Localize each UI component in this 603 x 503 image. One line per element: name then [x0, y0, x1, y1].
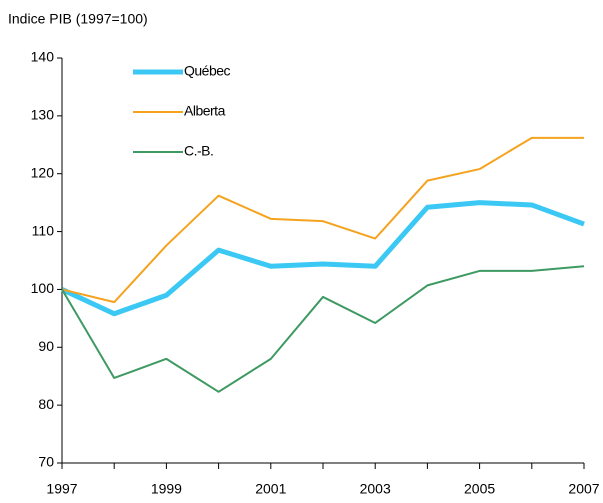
series-line	[61, 136, 584, 304]
y-tick-label: 90	[38, 338, 54, 354]
x-tick-label: 2005	[464, 481, 495, 497]
x-tick-label: 1997	[46, 481, 77, 497]
series-line	[60, 200, 585, 317]
series-line	[61, 265, 585, 393]
x-tick-label: 1999	[151, 481, 182, 497]
x-tick-label: 2001	[255, 481, 286, 497]
y-tick-label: 80	[38, 396, 54, 412]
x-tick-label: 2003	[360, 481, 391, 497]
y-tick-label: 140	[31, 49, 55, 65]
y-tick-label: 120	[31, 164, 55, 180]
chart-title: Indice PIB (1997=100)	[8, 11, 148, 27]
x-tick-label: 2007	[568, 481, 599, 497]
legend-label: Québec	[184, 63, 231, 79]
y-tick-label: 110	[32, 222, 55, 238]
legend-label: C.-B.	[184, 143, 213, 159]
y-tick-label: 70	[38, 454, 54, 470]
legend-label: Alberta	[184, 103, 226, 119]
y-tick-label: 100	[31, 280, 55, 296]
y-tick-label: 130	[31, 107, 55, 123]
